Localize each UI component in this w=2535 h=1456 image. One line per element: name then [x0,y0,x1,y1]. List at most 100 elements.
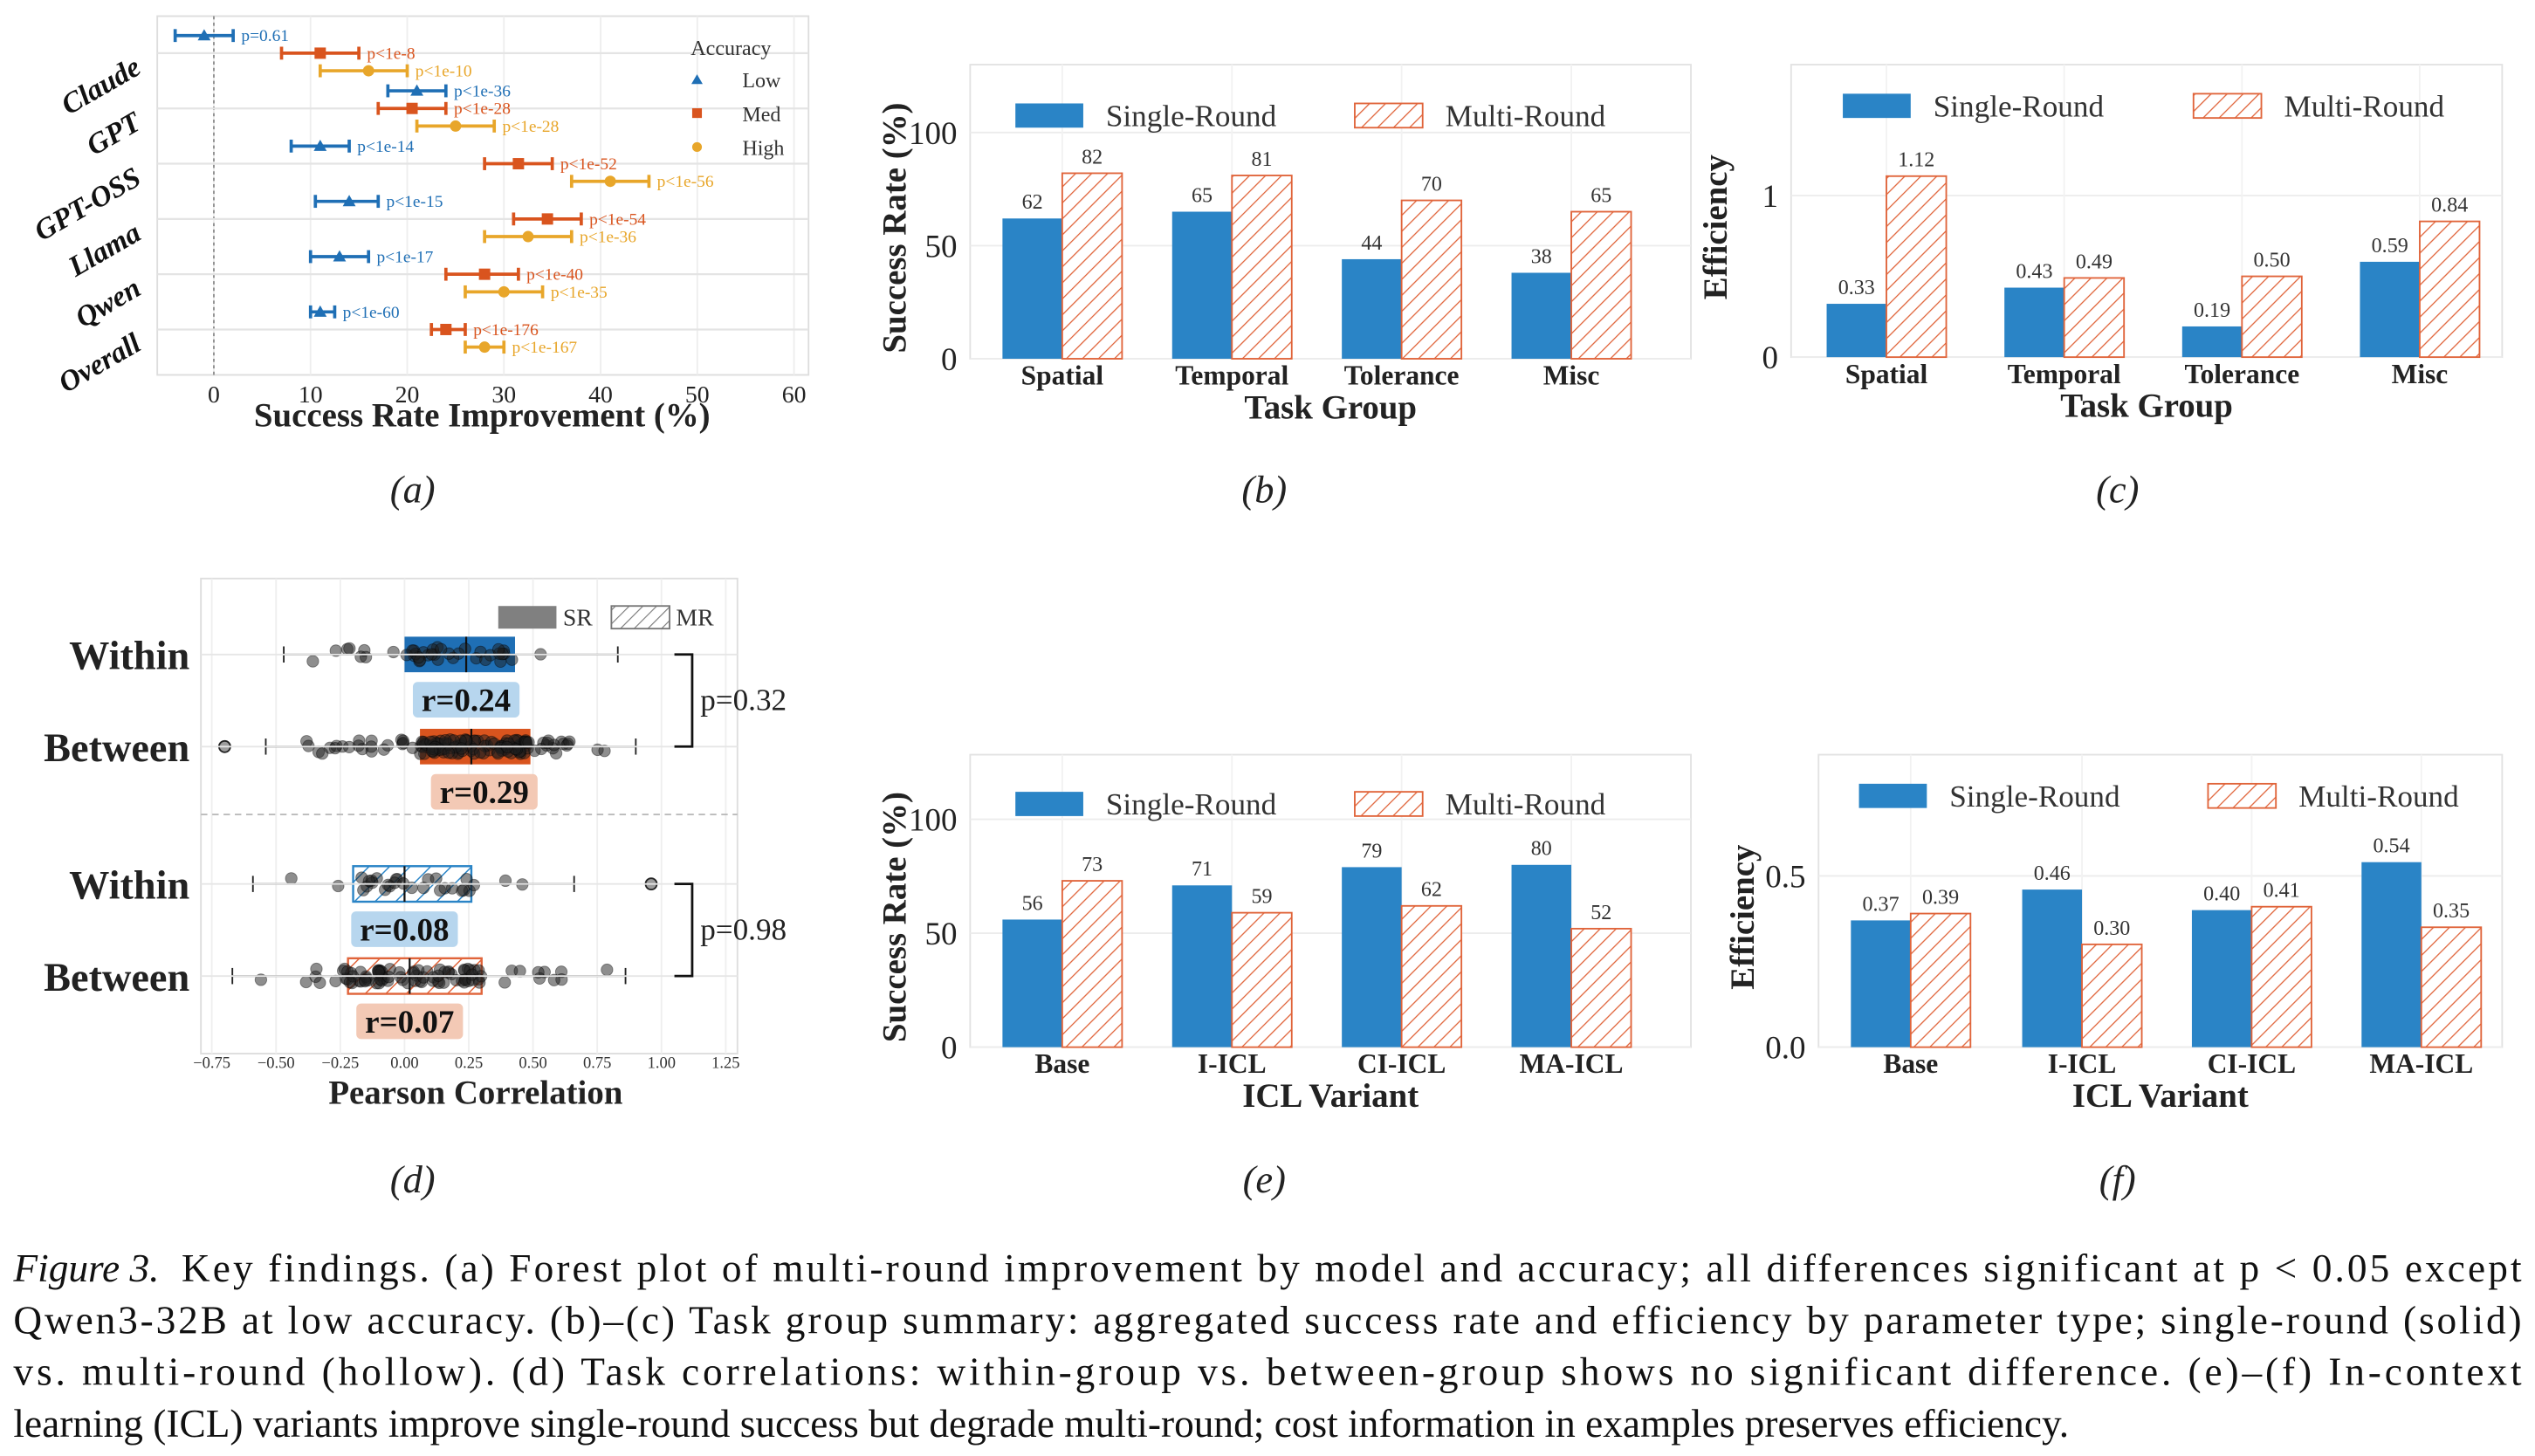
panel-f-efficiency-by-icl: 0.0 0.5 0.37 0.39 Base 0.46 0.30 I-ICL 0.40 0.41 C… [1724,753,2504,1115]
forest-row-gpt-oss-high: p<1e-56 [569,173,714,191]
caption-figure-label: Figure 3. [12,1247,159,1290]
multi-round-bar-temporal [2063,277,2126,359]
data-point [491,642,505,656]
x-axis-title: Task Group [1244,388,1417,426]
bar-value-label: 38 [1531,245,1552,268]
bar-value-label: 0.19 [2194,299,2230,322]
bar-value-label: 0.84 [2431,195,2468,217]
bar-value-label: 71 [1192,858,1213,881]
legend-swatch-multi [2207,782,2277,809]
y-axis-title: Efficiency [1697,154,1735,299]
y-tick-label: 50 [925,229,958,264]
p-value-label: p=0.98 [700,913,787,947]
legend-label: MR [676,604,714,631]
data-point [357,883,370,896]
x-tick-label: CI-ICL [1357,1048,1446,1079]
single-round-bar-temporal [2004,287,2064,358]
legend-marker-triangle [691,74,703,85]
data-point [513,965,526,978]
x-tick-label: 60 [782,381,807,409]
data-point [343,642,356,656]
figure-caption: Figure 3. Key findings. (a) Forest plot … [12,1247,2522,1446]
x-tick-label: 50 [685,381,710,409]
data-point [372,965,385,979]
legend-swatch-multi [2192,93,2263,120]
y-axis-title: Success Rate (%) [876,102,913,353]
single-round-bar-ci-icl [1342,867,1402,1047]
bar-value-label: 81 [1251,148,1272,171]
y-tick-label: 0 [941,342,958,378]
p-value-label: p<1e-56 [657,173,714,191]
multi-round-bar-i-icl [2081,943,2143,1048]
forest-row-qwen-low: p<1e-17 [308,248,434,266]
multi-round-bar-ma-icl [2420,926,2483,1048]
single-round-bar-base [1851,920,1911,1047]
legend-label: Single-Round [1934,89,2105,123]
forest-row-claude-high: p<1e-10 [318,63,472,81]
p-value-label: p=0.61 [241,27,289,45]
x-tick-label: I-ICL [2048,1048,2117,1079]
r-label-background [356,1003,464,1040]
single-round-bar-tolerance [2181,326,2243,358]
x-tick-label: Spatial [1021,361,1104,391]
data-point [442,746,456,759]
p-value-label: p<1e-36 [580,229,636,247]
data-point [460,873,473,886]
point-square [478,268,491,280]
r-label-background [412,682,520,718]
data-point [329,644,342,657]
panel-label-b: (b) [1241,468,1287,512]
p-value-label: p<1e-15 [387,193,443,211]
y-tick-label: 100 [909,803,958,839]
forest-row-overall-low: p<1e-60 [308,304,400,322]
legend-label: Single-Round [1106,787,1277,821]
data-point [341,965,354,979]
p-value-label: p<1e-40 [526,266,583,285]
point-circle [498,285,510,298]
plot-area [156,15,810,376]
legend-swatch-single [1015,103,1083,128]
bar-value-label: 56 [1022,892,1043,915]
p-value-label: p<1e-28 [502,118,559,136]
point-circle [604,175,616,188]
x-tick-label: 30 [491,381,516,409]
forest-row-llama-low: p<1e-15 [313,193,443,211]
x-tick-label: Temporal [1175,361,1288,391]
bar-value-label: 0.41 [2264,880,2300,903]
forest-row-overall-high: p<1e-167 [464,339,577,357]
x-tick-label: 10 [299,381,323,409]
legend-swatch-multi [1354,102,1424,129]
panel-a-forest-plot: 0 10 20 30 40 50 60ClaudeGPTGPT-OSSLlamaQwenOv… [29,15,810,435]
x-tick-label: 1.00 [648,1055,676,1073]
y-tick-label: Between [44,726,189,771]
forest-row-gpt-low: p<1e-36 [386,83,511,101]
multi-round-bar-temporal [1231,175,1293,360]
significance-bracket [674,883,694,978]
data-point [473,976,486,989]
data-point [406,741,419,754]
y-tick-label: Within [69,634,189,678]
p-value-label: p<1e-28 [454,100,511,119]
data-point [479,653,492,667]
p-value-label: p<1e-54 [589,210,646,229]
caption-line-2: Qwen3-32B at low accuracy. (b)–(c) Task … [13,1298,2521,1342]
x-tick-label: 40 [588,381,613,409]
single-round-bar-tolerance [1342,258,1402,359]
x-tick-label: 0.50 [519,1055,546,1073]
bar-value-label: 62 [1022,191,1043,214]
bar-value-label: 65 [1192,184,1213,207]
data-point [382,971,395,984]
x-tick-label: 20 [395,381,420,409]
x-tick-label: MA-ICL [1520,1048,1624,1079]
multi-round-bar-base [1909,912,1972,1048]
bar-value-label: 79 [1361,840,1382,862]
forest-row-claude-med: p<1e-8 [279,45,416,63]
data-point [358,643,371,657]
forest-row-llama-high: p<1e-36 [483,229,636,247]
y-axis-title: Efficiency [1724,844,1762,990]
data-point [285,872,298,885]
point-square [440,323,452,335]
data-point [332,879,345,893]
x-tick-label: 0.00 [390,1055,418,1073]
bar-value-label: 0.49 [2076,251,2112,273]
